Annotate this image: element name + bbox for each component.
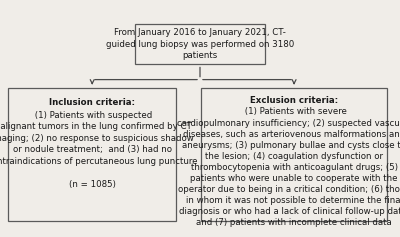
Bar xyxy=(135,24,265,64)
Text: From January 2016 to January 2021, CT-
guided lung biopsy was performed on 3180
: From January 2016 to January 2021, CT- g… xyxy=(106,28,294,60)
Text: (1) Patients with suspected
malignant tumors in the lung confirmed by CT
imaging: (1) Patients with suspected malignant tu… xyxy=(0,111,198,189)
Bar xyxy=(201,88,387,221)
Bar xyxy=(8,88,176,221)
Text: (1) Patients with severe
cardiopulmonary insufficiency; (2) suspected vascular
d: (1) Patients with severe cardiopulmonary… xyxy=(177,107,400,237)
Text: Exclusion criteria:: Exclusion criteria: xyxy=(250,96,338,105)
Text: Inclusion criteria:: Inclusion criteria: xyxy=(49,98,135,107)
